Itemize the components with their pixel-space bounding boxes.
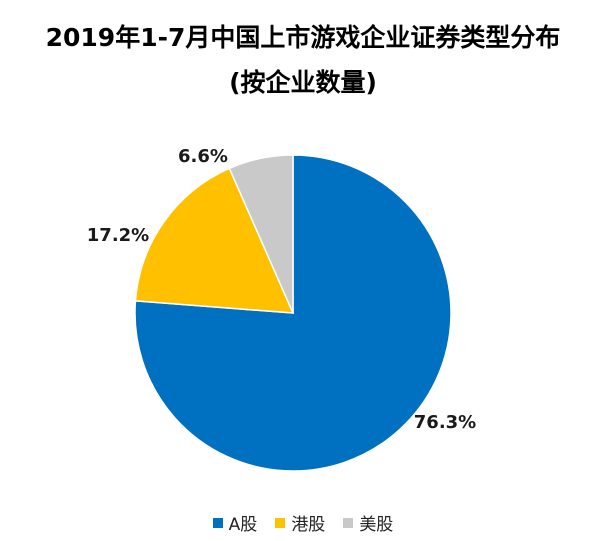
pie-slice-hk-share xyxy=(134,167,295,314)
pie-label-a-share: 76.3% xyxy=(414,412,476,433)
legend-swatch-a-share xyxy=(212,517,223,528)
legend-item-us-share: 美股 xyxy=(343,510,393,535)
pie-label-us-share: 6.6% xyxy=(178,146,228,167)
legend-label-us-share: 美股 xyxy=(359,515,394,535)
chart-title: 2019年1-7月中国上市游戏企业证券类型分布 xyxy=(45,23,561,52)
pie-label-hk-share: 17.2% xyxy=(87,225,149,246)
legend-swatch-hk-share xyxy=(275,517,286,528)
legend-swatch-us-share xyxy=(343,517,354,528)
legend-item-hk-share: 港股 xyxy=(275,510,325,535)
legend-item-a-share: A股 xyxy=(212,510,258,535)
legend: A股 港股 美股 xyxy=(0,510,606,535)
pie-chart: 76.3% 17.2% 6.6% xyxy=(87,146,476,472)
legend-label-a-share: A股 xyxy=(228,515,258,535)
legend-label-hk-share: 港股 xyxy=(291,515,326,535)
chart-subtitle: (按企业数量) xyxy=(229,68,377,97)
pie-slice-us-share xyxy=(228,154,294,314)
